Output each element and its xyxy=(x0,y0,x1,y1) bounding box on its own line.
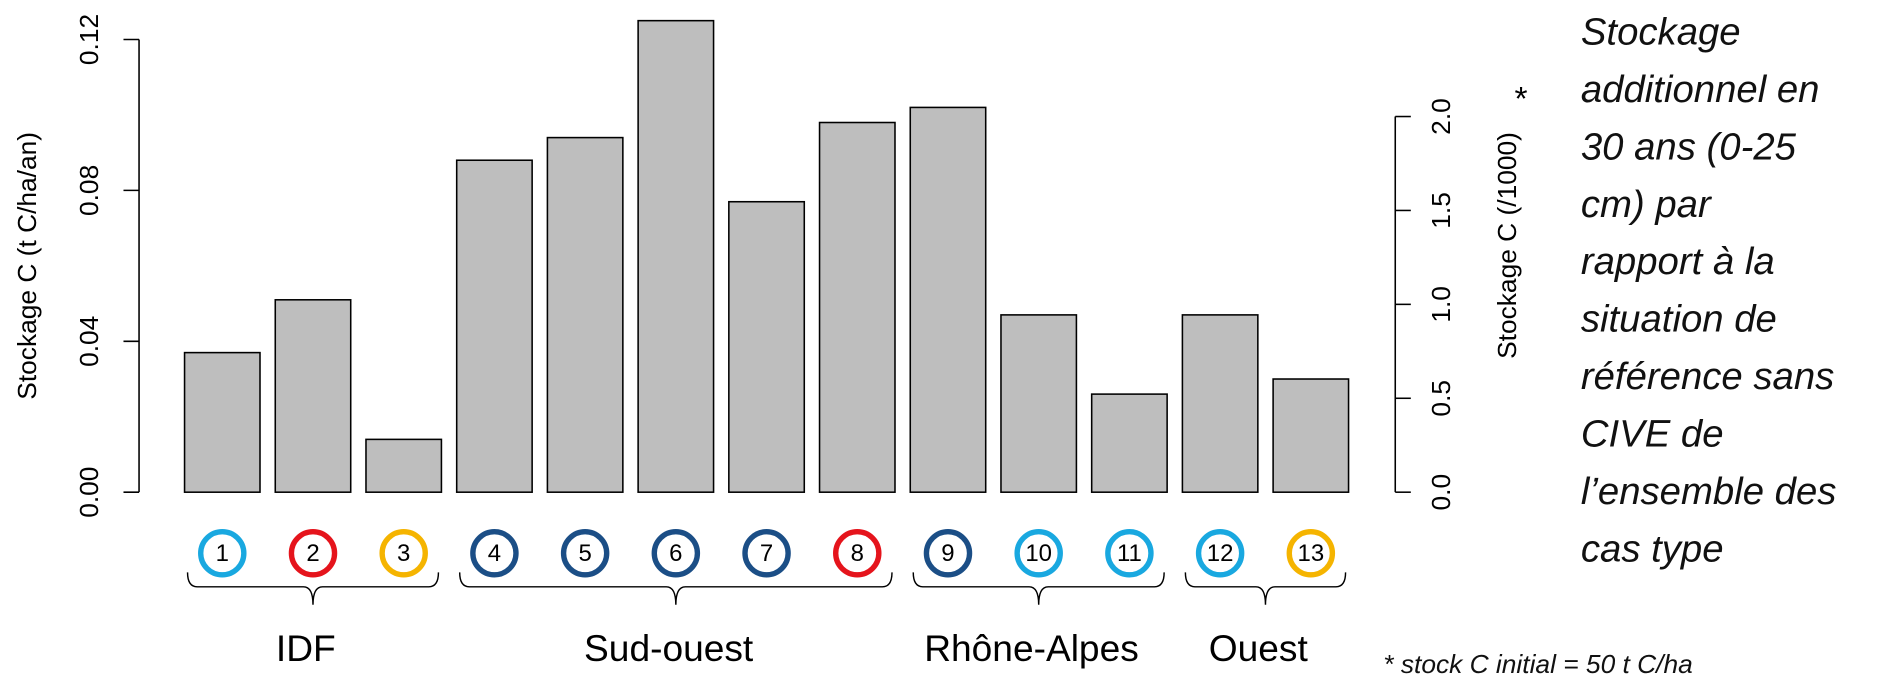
x-tick-label: 3 xyxy=(397,540,410,567)
x-tick-label: 7 xyxy=(760,540,773,567)
bar xyxy=(1272,378,1350,493)
annotation-line: 30 ans (0-25 xyxy=(1581,125,1797,168)
x-tick-label: 13 xyxy=(1298,540,1325,567)
x-tick-label: 5 xyxy=(578,540,591,567)
x-tick-label: 6 xyxy=(669,540,682,567)
bar xyxy=(455,159,533,493)
category-circle xyxy=(1105,529,1154,578)
annotation-line: Stockage xyxy=(1581,10,1741,53)
y2-tick-label: 1.0 xyxy=(1426,286,1456,323)
x-tick-label: 10 xyxy=(1025,540,1052,567)
group-brace xyxy=(1184,572,1347,605)
x-tick-label: 12 xyxy=(1207,540,1234,567)
annotation-line: additionnel en xyxy=(1581,68,1820,111)
bar xyxy=(183,351,261,493)
bar xyxy=(365,438,443,493)
annotation-line: rapport à la xyxy=(1581,240,1775,283)
annotation-line: l’ensemble des xyxy=(1581,470,1837,513)
y2-axis-label: Stockage C (/1000) xyxy=(1492,132,1522,359)
y2-tick-label: 2.0 xyxy=(1426,98,1456,135)
bar xyxy=(1181,314,1259,493)
category-circle xyxy=(1014,529,1063,578)
group-label: IDF xyxy=(276,627,336,669)
category-circle xyxy=(1195,529,1245,578)
y-tick-label: 0.00 xyxy=(74,467,104,518)
y-axis-label: Stockage C (t C/ha/an) xyxy=(12,132,42,400)
y2-tick-label: 0.0 xyxy=(1426,474,1456,511)
annotation-line: cas type xyxy=(1581,528,1724,571)
category-circle xyxy=(923,529,973,578)
annotation-line: situation de xyxy=(1581,298,1777,341)
bar xyxy=(546,136,624,493)
annotation-line: CIVE de xyxy=(1581,413,1724,456)
bar xyxy=(818,121,896,493)
category-circle xyxy=(198,529,247,578)
y2-tick-label: 0.5 xyxy=(1426,380,1456,417)
category-circle xyxy=(833,529,882,578)
category-circle xyxy=(288,529,338,578)
group-label: Sud-ouest xyxy=(584,627,754,669)
group-label: Ouest xyxy=(1209,627,1309,669)
y-tick-label: 0.12 xyxy=(74,14,104,65)
x-tick-label: 9 xyxy=(941,540,954,567)
annotation-line: référence sans xyxy=(1581,355,1834,398)
bar xyxy=(1090,393,1168,493)
category-circle xyxy=(470,529,519,578)
category-circle xyxy=(742,529,791,578)
x-tick-label: 8 xyxy=(851,540,864,567)
x-tick-label: 2 xyxy=(306,540,319,567)
bar xyxy=(909,106,987,493)
x-tick-label: 11 xyxy=(1117,540,1142,567)
footnote: * stock C initial = 50 t C/ha xyxy=(1383,649,1693,679)
category-circle xyxy=(651,529,701,578)
y2-tick-label: 1.5 xyxy=(1426,192,1456,229)
category-circle xyxy=(379,529,428,578)
group-label: Rhône-Alpes xyxy=(924,627,1139,669)
category-circle xyxy=(1286,529,1336,578)
bar xyxy=(637,19,715,493)
bar xyxy=(1000,314,1078,493)
annotation-line: cm) par xyxy=(1581,183,1713,226)
category-circle xyxy=(560,529,610,578)
y-tick-label: 0.04 xyxy=(74,316,104,367)
bar xyxy=(274,299,352,493)
x-tick-label: 1 xyxy=(216,540,229,567)
y2-axis-marker: * xyxy=(1514,81,1527,118)
y-tick-label: 0.08 xyxy=(74,165,104,216)
bar xyxy=(728,200,806,493)
x-tick-label: 4 xyxy=(488,540,501,567)
